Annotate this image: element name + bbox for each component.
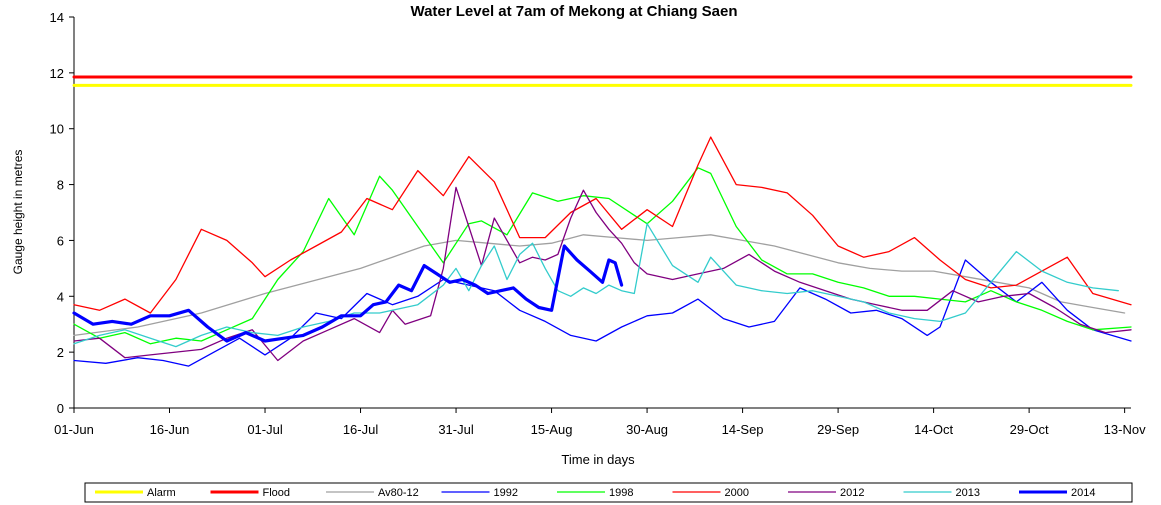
x-tick-label: 29-Oct	[1010, 422, 1049, 437]
legend-box	[84, 482, 1133, 503]
y-tick-label: 0	[57, 401, 64, 416]
legend-label-2013: 2013	[956, 487, 980, 499]
series-line-2012	[73, 186, 1132, 362]
x-tick-label: 16-Jun	[150, 422, 190, 437]
y-tick-label: 10	[50, 122, 64, 137]
legend-label-2012: 2012	[840, 487, 864, 499]
series-line-2013	[73, 223, 1119, 348]
x-tick-label: 16-Jul	[343, 422, 379, 437]
y-tick-label: 12	[50, 66, 64, 81]
x-tick-label: 13-Nov	[1104, 422, 1146, 437]
x-tick-label: 14-Oct	[914, 422, 953, 437]
legend-label-alarm: Alarm	[147, 487, 176, 499]
y-tick-label: 6	[57, 233, 64, 248]
legend-label-2014: 2014	[1071, 487, 1095, 499]
series-line-2014	[72, 244, 624, 343]
x-tick-label: 31-Jul	[438, 422, 474, 437]
legend-label-flood: Flood	[263, 487, 291, 499]
series-line-2000	[73, 136, 1132, 314]
y-axis-label: Gauge height in metres	[11, 150, 25, 275]
x-axis-label: Time in days	[561, 452, 635, 467]
y-tick-label: 2	[57, 345, 64, 360]
legend-label-1998: 1998	[609, 487, 633, 499]
chart-title: Water Level at 7am of Mekong at Chiang S…	[410, 3, 737, 20]
x-tick-label: 01-Jun	[54, 422, 94, 437]
x-tick-label: 15-Aug	[531, 422, 573, 437]
x-tick-label: 14-Sep	[722, 422, 764, 437]
plot-area: 0 2 4 6 8 10 12 14 01-Jun 16-Jun 01-Jul 16-Jul 31-Ju…	[50, 10, 1147, 437]
x-tick-label: 29-Sep	[817, 422, 859, 437]
legend-label-1992: 1992	[494, 487, 518, 499]
y-tick-label: 8	[57, 178, 64, 193]
series-line-1992	[73, 259, 1132, 367]
y-tick-label: 4	[57, 289, 64, 304]
legend: Alarm Flood Av80-12 1992 1998 2000 2012 2013 201…	[84, 482, 1133, 503]
series-line-av80-12	[73, 234, 1126, 337]
legend-label-av80-12: Av80-12	[378, 487, 419, 499]
x-tick-label: 01-Jul	[247, 422, 283, 437]
y-tick-label: 14	[50, 10, 64, 25]
y-axis-label-group: Gauge height in metres	[11, 150, 25, 275]
series-line-1998	[73, 167, 1132, 345]
x-tick-label: 30-Aug	[626, 422, 668, 437]
legend-label-2000: 2000	[725, 487, 749, 499]
